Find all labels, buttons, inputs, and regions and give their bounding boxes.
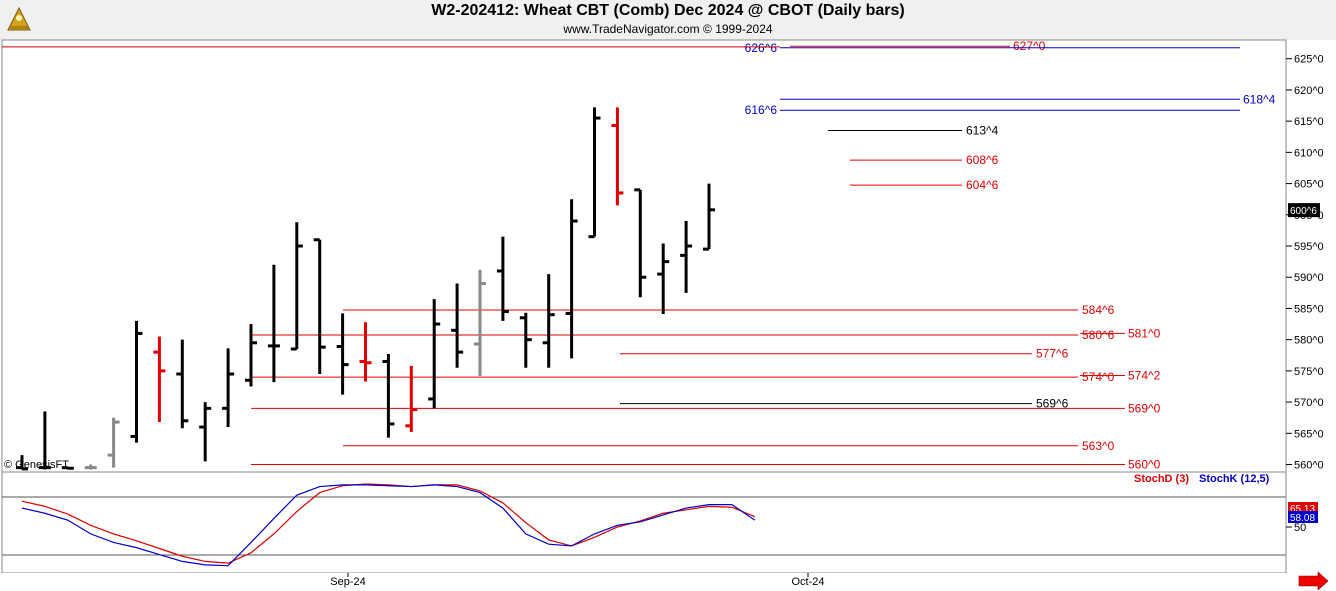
ohlc-bar [565,199,578,359]
stoch-value-marker [1288,511,1318,523]
ohlc-bar [267,264,280,383]
ohlc-bar [703,183,715,251]
stoch-value-label: 58.08 [1290,513,1315,524]
level-label: 581^0 [1128,326,1161,340]
ohlc-bar [519,312,532,368]
level-label: 577^6 [1036,347,1069,361]
ohlc-bar [130,320,143,443]
price-tick-label: 575^0 [1294,366,1324,378]
level-label: 569^0 [1128,401,1161,415]
level-label: 626^6 [745,41,778,55]
chart-subtitle: www.TradeNavigator.com © 1999-2024 [563,22,773,36]
level-label: 563^0 [1082,439,1115,453]
ohlc-bar [359,322,372,382]
stoch-tick-label: 50 [1294,522,1306,534]
level-label: 618^4 [1243,92,1276,106]
time-tick-label: Sep-24 [330,576,365,588]
level-label: 613^4 [966,124,999,138]
last-price-label: 600^6 [1290,206,1317,217]
ohlc-bar [451,283,464,368]
price-tick-label: 620^0 [1294,85,1324,97]
price-tick-label: 585^0 [1294,303,1324,315]
ohlc-bar [16,455,28,471]
ohlc-bar [496,236,509,321]
ohlc-bar [336,313,349,395]
stoch-legend-entry: StochK (12,5) [1199,473,1270,485]
ohlc-bar [588,107,601,239]
ohlc-bar [153,336,166,423]
level-label: 574^2 [1128,369,1161,383]
time-axis-panel [0,573,1336,591]
price-tick-label: 625^0 [1294,54,1324,66]
chart-header: W2-202412: Wheat CBT (Comb) Dec 2024 @ C… [0,0,1336,40]
stoch-series-line [21,484,756,567]
ohlc-bar [313,238,326,374]
ohlc-bar [611,107,624,206]
price-axis-panel [1286,40,1336,573]
ohlc-bar [634,188,647,298]
price-tick-label: 590^0 [1294,272,1324,284]
ohlc-bar [245,324,257,387]
last-price-marker [1288,203,1320,218]
price-tick-label: 560^0 [1294,460,1324,472]
stoch-legend-entry: StochD (3) [1134,473,1189,485]
level-label: 627^0 [1013,39,1046,53]
ohlc-bar [542,274,555,368]
price-tick-label: 565^0 [1294,428,1324,440]
ohlc-bar [176,339,189,429]
level-label: 574^0 [1082,370,1115,384]
level-label: 569^6 [1036,397,1069,411]
price-tick-label: 580^0 [1294,335,1324,347]
trade-navigator-logo-icon[interactable] [4,4,34,34]
price-tick-label: 610^0 [1294,147,1324,159]
level-label: 616^6 [745,103,778,117]
ohlc-bar [222,348,235,428]
stoch-value-label: 65.13 [1290,504,1315,515]
level-label: 560^0 [1128,458,1161,472]
level-label: 608^6 [966,153,999,167]
time-tick-label: Oct-24 [791,576,824,588]
price-tick-label: 615^0 [1294,116,1324,128]
level-label: 584^6 [1082,303,1115,317]
ohlc-bar [405,365,418,433]
price-tick-label: 605^0 [1294,179,1324,191]
ohlc-bar [474,269,486,376]
ohlc-bar [680,221,693,293]
chart-title: W2-202412: Wheat CBT (Comb) Dec 2024 @ C… [431,2,905,19]
ohlc-bar [290,222,303,351]
ohlc-bar [428,299,441,409]
scroll-right-arrow-icon[interactable] [1298,571,1329,591]
ohlc-bar [199,402,212,462]
level-label: 580^6 [1082,328,1115,342]
ohlc-bar [38,411,51,470]
watermark: © GenesisFT [4,459,69,471]
ohlc-bar [84,464,97,470]
price-tick-label: 595^0 [1294,241,1324,253]
ohlc-bar [657,243,670,315]
ohlc-bar [61,466,74,470]
ohlc-bar [382,354,395,438]
price-tick-label: 570^0 [1294,397,1324,409]
price-pane-frame [1,39,1287,574]
level-label: 604^6 [966,178,999,192]
ohlc-bar [107,417,120,468]
